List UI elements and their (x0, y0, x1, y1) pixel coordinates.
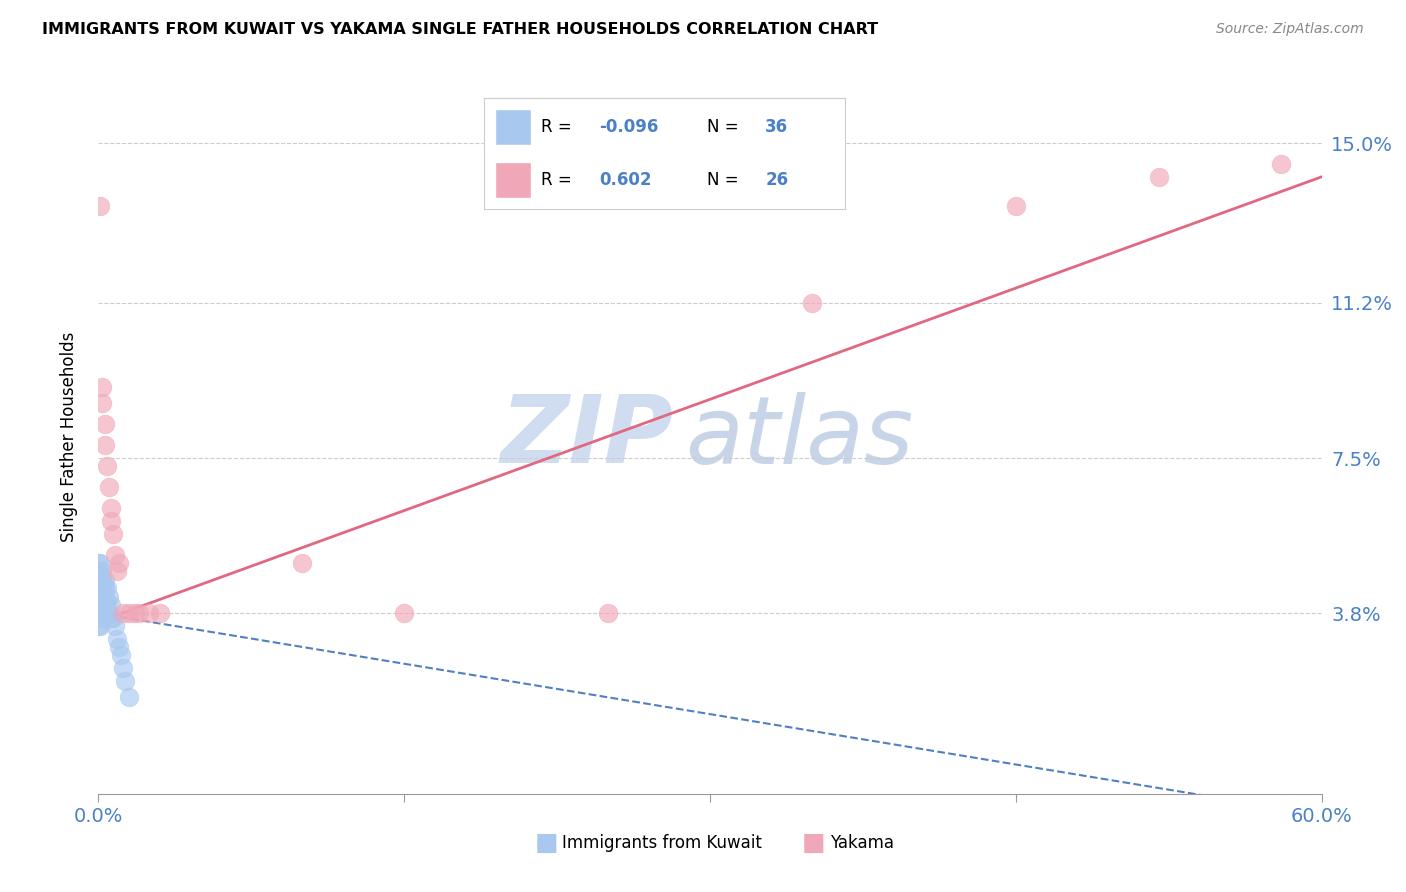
Point (101, 526, 124, 541)
Point (89, 598, 111, 612)
Y-axis label: Single Father Households: Single Father Households (59, 332, 77, 542)
Point (91, 585, 114, 599)
Point (100, 598, 122, 612)
Point (97, 480, 120, 494)
Point (87, 556, 110, 570)
Point (91, 380, 114, 394)
Point (91, 565, 114, 579)
Text: ■: ■ (534, 831, 558, 855)
Point (89, 568, 111, 582)
Point (392, 607, 416, 621)
Point (93, 581, 115, 595)
Point (111, 661, 134, 675)
Point (87, 619, 110, 633)
Point (93, 607, 115, 621)
Point (93, 573, 115, 587)
Point (124, 607, 146, 621)
Point (100, 610, 122, 624)
Point (89, 199, 111, 213)
Point (598, 607, 620, 621)
Point (101, 610, 124, 624)
Point (114, 673, 136, 688)
Point (93, 417, 115, 432)
Point (89, 590, 111, 604)
Text: atlas: atlas (686, 392, 914, 483)
Point (118, 690, 141, 705)
Point (89, 607, 111, 621)
Point (93, 594, 115, 608)
Text: Immigrants from Kuwait: Immigrants from Kuwait (562, 834, 762, 852)
Point (89, 581, 111, 595)
Text: IMMIGRANTS FROM KUWAIT VS YAKAMA SINGLE FATHER HOUSEHOLDS CORRELATION CHART: IMMIGRANTS FROM KUWAIT VS YAKAMA SINGLE … (42, 22, 879, 37)
Point (96, 607, 118, 621)
Point (100, 501, 122, 516)
Text: Source: ZipAtlas.com: Source: ZipAtlas.com (1216, 22, 1364, 37)
Point (111, 607, 134, 621)
Text: ■: ■ (801, 831, 825, 855)
Point (105, 565, 128, 579)
Text: Yakama: Yakama (830, 834, 894, 852)
Point (1147, 169, 1170, 184)
Point (97, 607, 120, 621)
Point (105, 632, 128, 646)
Point (108, 640, 131, 654)
Point (138, 607, 160, 621)
Point (128, 607, 150, 621)
Point (87, 565, 110, 579)
Point (87, 598, 110, 612)
Point (96, 594, 118, 608)
Point (801, 295, 824, 310)
Point (149, 607, 172, 621)
Point (87, 581, 110, 595)
Point (96, 581, 118, 595)
Point (104, 548, 127, 562)
Point (96, 459, 118, 474)
Point (91, 598, 114, 612)
Point (91, 573, 114, 587)
Point (118, 607, 141, 621)
Point (1004, 199, 1026, 213)
Point (104, 619, 127, 633)
Point (91, 610, 114, 624)
Point (97, 590, 120, 604)
Point (100, 514, 122, 528)
Point (93, 438, 115, 452)
Point (89, 619, 111, 633)
Point (1270, 157, 1292, 171)
Point (108, 556, 131, 570)
Point (110, 648, 132, 663)
Point (89, 556, 111, 570)
Point (291, 556, 314, 570)
Text: ZIP: ZIP (501, 391, 673, 483)
Point (91, 396, 114, 410)
